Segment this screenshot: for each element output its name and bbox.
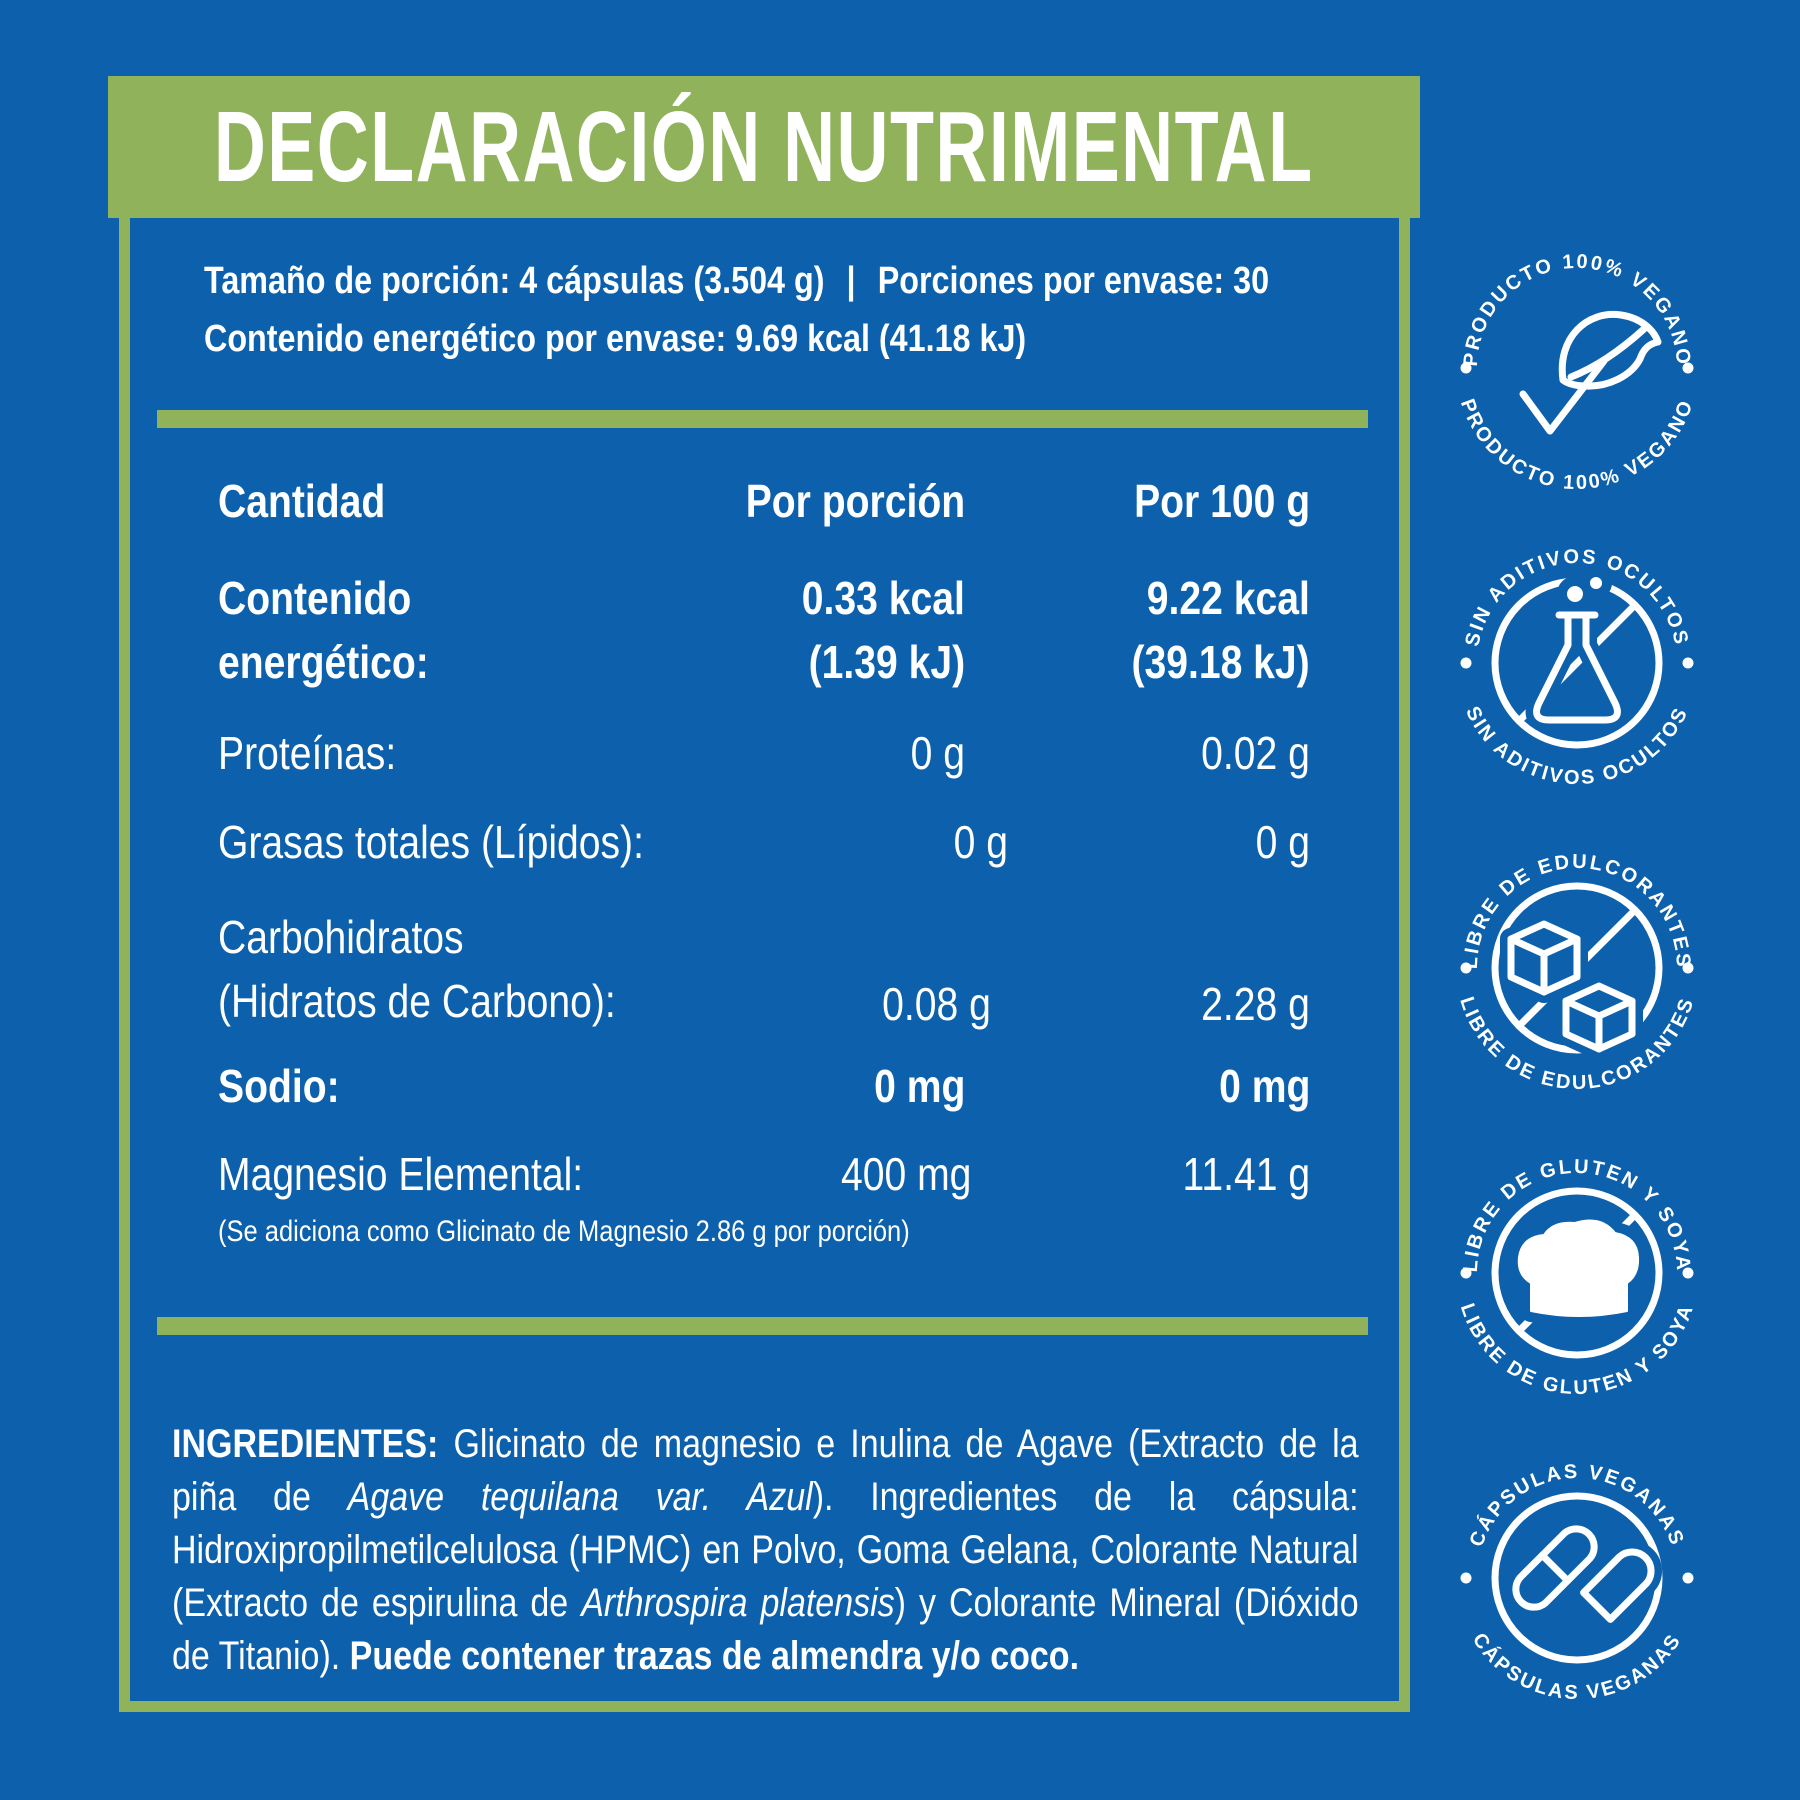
column-header-per-serving: Por porción: [745, 475, 965, 527]
badge-vegan-leaf-check: PRODUCTO 100% VEGANO PRODUCTO 100% VEGANO: [1447, 238, 1707, 498]
table-row-fat: Grasas totales (Lípidos): 0 g 0 g: [218, 813, 1310, 871]
energy-per-pack: Contenido energético por envase: 9.69 kc…: [204, 318, 1027, 360]
column-header-quantity: Cantidad: [218, 475, 386, 527]
row-label: Magnesio Elemental:: [218, 1148, 584, 1200]
magnesium-footnote: (Se adiciona como Glicinato de Magnesio …: [218, 1215, 910, 1248]
ingredients-paragraph: INGREDIENTES: Glicinato de magnesio e In…: [172, 1418, 1359, 1683]
table-header-row: Cantidad Por porción Por 100 g: [218, 472, 1310, 530]
table-row-magnesium: Magnesio Elemental: 400 mg 11.41 g: [218, 1145, 1310, 1203]
row-value-per-100g: 0 g: [1255, 816, 1310, 868]
row-label: Proteínas:: [218, 727, 397, 779]
row-value-per-serving: 0.08 g: [882, 978, 992, 1030]
row-label: Grasas totales (Lípidos):: [218, 816, 644, 868]
row-value-per-serving: 0 g: [910, 727, 965, 779]
row-value-per-serving: 0 mg: [873, 1060, 965, 1112]
ingredients-segment: Arthrospira platensis: [581, 1581, 895, 1625]
row-value-per-100g: 2.28 g: [1201, 978, 1310, 1030]
row-value-per-100g: 0 mg: [1218, 1060, 1310, 1112]
ingredients-segment: Glicinato de magnesio e Inulina de Agave…: [172, 1422, 1359, 1519]
ingredients-segment: ). Ingredientes de la cápsula: Hidroxipr…: [172, 1475, 1359, 1625]
badge-vegan-capsules: CÁPSULAS VEGANAS CÁPSULAS VEGANAS: [1447, 1448, 1707, 1708]
ingredients-segment: ) y Colorante Mineral (Dióxido de Titani…: [172, 1581, 1359, 1678]
portions-per-pack: Porciones por envase: 30: [877, 260, 1270, 302]
row-label: Carbohidratos (Hidratos de Carbono):: [218, 911, 616, 1027]
badge-no-sweeteners-sugar-cubes: LIBRE DE EDULCORANTES LIBRE DE EDULCORANT…: [1447, 838, 1707, 1098]
ingredients-segment: Agave tequilana var. Azul: [347, 1475, 813, 1519]
ingredients-segment: INGREDIENTES:: [172, 1422, 454, 1466]
svg-text:CÁPSULAS VEGANAS: CÁPSULAS VEGANAS: [1468, 1629, 1686, 1704]
divider-top: [157, 410, 1368, 428]
row-label: Sodio:: [218, 1060, 340, 1112]
table-row-protein: Proteínas: 0 g 0.02 g: [218, 724, 1310, 782]
frame-right-border: [1399, 218, 1410, 1712]
row-value-per-serving: 400 mg: [841, 1148, 972, 1200]
badge-no-gluten-bread: LIBRE DE GLUTEN Y SOYA LIBRE DE GLUTEN Y …: [1447, 1143, 1707, 1403]
portion-size: Tamaño de porción: 4 cápsulas (3.504 g): [204, 260, 825, 302]
header-bar: DECLARACIÓN NUTRIMENTAL: [108, 76, 1420, 218]
table-row-sodium: Sodio: 0 mg 0 mg: [218, 1057, 1310, 1115]
serving-line-1: Tamaño de porción: 4 cápsulas (3.504 g) |…: [204, 252, 1457, 310]
row-label: Contenido energético:: [218, 572, 429, 688]
row-value-per-serving: 0.33 kcal (1.39 kJ): [801, 572, 965, 688]
divider-bottom: [157, 1317, 1368, 1335]
frame-left-border: [119, 218, 130, 1712]
column-header-per-100g: Por 100 g: [1133, 475, 1310, 527]
row-value-per-100g: 0.02 g: [1201, 727, 1310, 779]
table-row-energy: Contenido energético: 0.33 kcal (1.39 kJ…: [218, 566, 1310, 694]
table-row-carbs: Carbohidratos (Hidratos de Carbono): 0.0…: [218, 905, 1310, 1033]
frame-bottom-border: [119, 1701, 1410, 1712]
page-title: DECLARACIÓN NUTRIMENTAL: [214, 90, 1314, 203]
badge-no-additives-flask: SIN ADITIVOS OCULTOS SIN ADITIVOS OCULTOS: [1447, 533, 1707, 793]
serving-info: Tamaño de porción: 4 cápsulas (3.504 g) |…: [204, 252, 1457, 368]
ingredients-segment: Puede contener trazas de almendra y/o co…: [349, 1634, 1080, 1678]
row-value-per-100g: 9.22 kcal (39.18 kJ): [1131, 572, 1310, 688]
row-value-per-100g: 11.41 g: [1182, 1148, 1310, 1200]
serving-line-2: Contenido energético por envase: 9.69 kc…: [204, 310, 1457, 368]
separator: |: [846, 260, 856, 302]
row-value-per-serving: 0 g: [953, 816, 1008, 868]
